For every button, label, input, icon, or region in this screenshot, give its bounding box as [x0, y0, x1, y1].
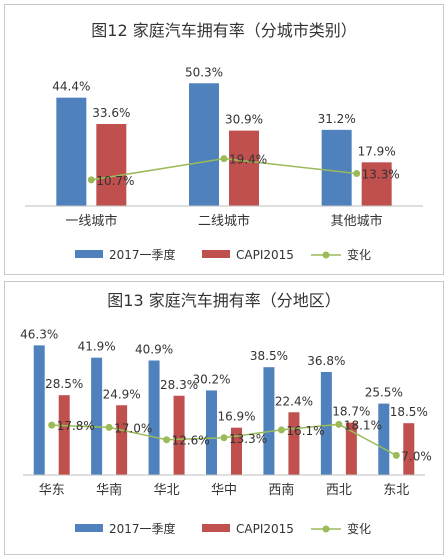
value-label-capi2015-2: 28.3%: [160, 378, 198, 392]
bar-capi2015-3: [231, 427, 242, 475]
legend-marker-change: [322, 525, 330, 533]
value-label-2017-5: 36.8%: [307, 354, 345, 368]
category-label-6: 东北: [383, 483, 409, 498]
legend-swatch-capi2015: [202, 250, 230, 258]
chart-title: 图12 家庭汽车拥有率（分城市类别）: [91, 21, 356, 40]
change-point-4: [277, 426, 285, 434]
value-label-capi2015-3: 16.9%: [217, 410, 255, 424]
chart-title: 图13 家庭汽车拥有率（分地区）: [107, 291, 340, 310]
value-label-capi2015-0: 28.5%: [45, 377, 83, 391]
legend-label-capi2015: CAPI2015: [236, 522, 294, 536]
category-label-1: 华南: [96, 482, 122, 498]
legend-label-change: 变化: [347, 521, 371, 536]
bar-2017-0: [56, 97, 87, 206]
category-label-0: 一线城市: [65, 213, 117, 229]
chart-panel-city-type: 图12 家庭汽车拥有率（分城市类别） 44.4% 33.6% 一线城市 50.3% 30…: [4, 4, 444, 275]
legend-swatch-capi2015: [202, 524, 230, 532]
value-label-capi2015-1: 24.9%: [103, 387, 141, 401]
change-label-2: 12.6%: [172, 434, 210, 448]
bar-2017-2: [321, 129, 352, 206]
bar-2017-4: [263, 367, 275, 475]
change-label-1: 17.0%: [114, 421, 152, 435]
category-label-5: 西北: [326, 483, 352, 498]
legend-swatch-2017: [75, 250, 103, 258]
value-label-2017-3: 30.2%: [192, 372, 230, 386]
change-point-2: [353, 170, 361, 178]
bar-2017-1: [91, 357, 103, 475]
value-label-capi2015-1: 30.9%: [225, 113, 263, 127]
value-label-capi2015-4: 22.4%: [275, 394, 313, 408]
value-label-capi2015-0: 33.6%: [92, 106, 130, 120]
value-label-2017-0: 46.3%: [20, 327, 58, 341]
value-label-2017-1: 41.9%: [78, 340, 116, 354]
change-point-5: [335, 420, 343, 428]
bar-capi2015-2: [173, 395, 185, 475]
legend-label-2017: 2017一季度: [109, 247, 176, 262]
legend-marker-change: [322, 251, 330, 259]
category-label-3: 华中: [211, 483, 237, 498]
change-label-5: 18.1%: [344, 418, 382, 432]
bar-2017-1: [189, 83, 219, 206]
bar-capi2015-0: [58, 395, 70, 475]
legend-swatch-2017: [75, 524, 103, 532]
chart-region: 图13 家庭汽车拥有率（分地区） 46.3% 28.5% 华东 41.9% 24.9% 华…: [20, 291, 432, 536]
category-label-1: 二线城市: [198, 213, 250, 229]
bar-capi2015-4: [288, 412, 300, 475]
value-label-2017-1: 50.3%: [185, 65, 223, 79]
change-point-6: [392, 451, 400, 459]
category-label-2: 华北: [154, 483, 180, 498]
bar-2017-5: [320, 371, 332, 475]
change-point-0: [48, 421, 56, 429]
change-label-0: 17.8%: [57, 419, 95, 433]
bar-capi2015-5: [345, 422, 357, 475]
value-label-2017-2: 40.9%: [135, 342, 173, 356]
change-label-4: 16.1%: [286, 424, 324, 438]
value-label-capi2015-2: 17.9%: [358, 144, 396, 158]
category-label-2: 其他城市: [331, 213, 383, 229]
change-point-2: [163, 436, 171, 444]
change-point-1: [220, 155, 228, 163]
value-label-2017-0: 44.4%: [52, 80, 90, 94]
value-label-2017-2: 31.2%: [318, 112, 356, 126]
chart-city-type: 图12 家庭汽车拥有率（分城市类别） 44.4%33.6% 一线城市 50.3% 30…: [25, 21, 423, 262]
bar-capi2015-6: [403, 423, 415, 475]
change-label-1: 19.4%: [229, 153, 267, 167]
bar-2017-2: [148, 360, 160, 475]
change-point-1: [105, 423, 113, 431]
change-label-6: 7.0%: [401, 449, 432, 463]
bar-2017-0: [33, 345, 45, 475]
bar-capi2015-1: [116, 405, 128, 475]
change-label-0: 10.7%: [96, 174, 134, 188]
legend-label-2017: 2017一季度: [109, 521, 176, 536]
value-label-capi2015-5: 18.7%: [332, 405, 370, 419]
change-label-2: 13.3%: [362, 168, 400, 182]
category-label-0: 华东: [39, 483, 65, 498]
value-label-capi2015-6: 18.5%: [390, 405, 428, 419]
change-point-3: [220, 434, 228, 442]
legend-label-change: 变化: [347, 247, 371, 262]
bar-2017-3: [206, 390, 217, 475]
category-label-4: 西南: [268, 482, 294, 498]
change-label-3: 13.3%: [229, 432, 267, 446]
bar-capi2015-1: [229, 130, 259, 206]
bar-capi2015-2: [361, 162, 392, 206]
value-label-2017-4: 38.5%: [250, 349, 288, 363]
bar-capi2015-0: [96, 124, 127, 206]
change-point-0: [87, 176, 95, 184]
chart-panel-region: 图13 家庭汽车拥有率（分地区） 46.3% 28.5% 华东 41.9% 24.9% 华…: [4, 281, 444, 555]
bar-2017-6: [378, 403, 390, 475]
legend-label-capi2015: CAPI2015: [236, 248, 294, 262]
value-label-2017-6: 25.5%: [365, 386, 403, 400]
